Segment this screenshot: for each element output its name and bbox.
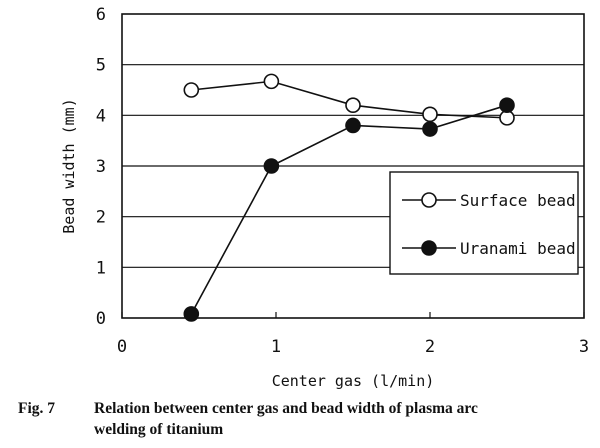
y-tick-label: 2 [96, 208, 106, 228]
figure-caption: Fig. 7 Relation between center gas and be… [18, 398, 598, 440]
data-point [263, 73, 280, 90]
legend-box [389, 171, 579, 275]
series-uranami-bead [183, 97, 515, 322]
x-tick-label: 0 [117, 337, 127, 357]
legend: Surface bead Uranami bead [389, 171, 579, 275]
y-axis-label: Bead width (mm) [60, 98, 78, 233]
line-chart: 0 1 2 3 4 5 6 0 1 2 3 Center gas (l/min) Bead wid… [60, 5, 589, 390]
data-point [263, 158, 280, 174]
x-axis-ticks: 0 1 2 3 [117, 312, 589, 357]
series-surface-bead [183, 73, 515, 126]
x-tick-label: 1 [271, 337, 281, 357]
data-point [422, 106, 438, 123]
x-tick-label: 2 [425, 337, 435, 357]
y-tick-label: 5 [96, 56, 106, 76]
legend-label: Surface bead [460, 191, 576, 210]
plot-area [121, 13, 585, 319]
y-tick-label: 0 [96, 309, 106, 329]
legend-marker [421, 240, 437, 256]
legend-marker [421, 192, 437, 208]
series-group [183, 73, 515, 322]
data-point [183, 306, 200, 322]
caption-line-2: welding of titanium [94, 421, 224, 438]
y-axis-ticks: 0 1 2 3 4 5 6 [96, 5, 106, 329]
legend-label: Uranami bead [460, 239, 576, 258]
x-axis-label: Center gas (l/min) [272, 372, 435, 390]
y-tick-label: 3 [96, 157, 106, 177]
x-tick-label: 3 [579, 337, 589, 357]
data-point [345, 117, 361, 134]
y-tick-label: 1 [96, 258, 106, 278]
y-tick-label: 6 [96, 5, 106, 25]
caption-line-1: Relation between center gas and bead wid… [94, 400, 478, 417]
y-tick-label: 4 [96, 106, 106, 126]
data-point [183, 82, 200, 98]
caption-number: Fig. 7 [18, 400, 56, 417]
data-point [499, 97, 515, 113]
data-point [345, 97, 361, 113]
data-point [422, 121, 438, 137]
